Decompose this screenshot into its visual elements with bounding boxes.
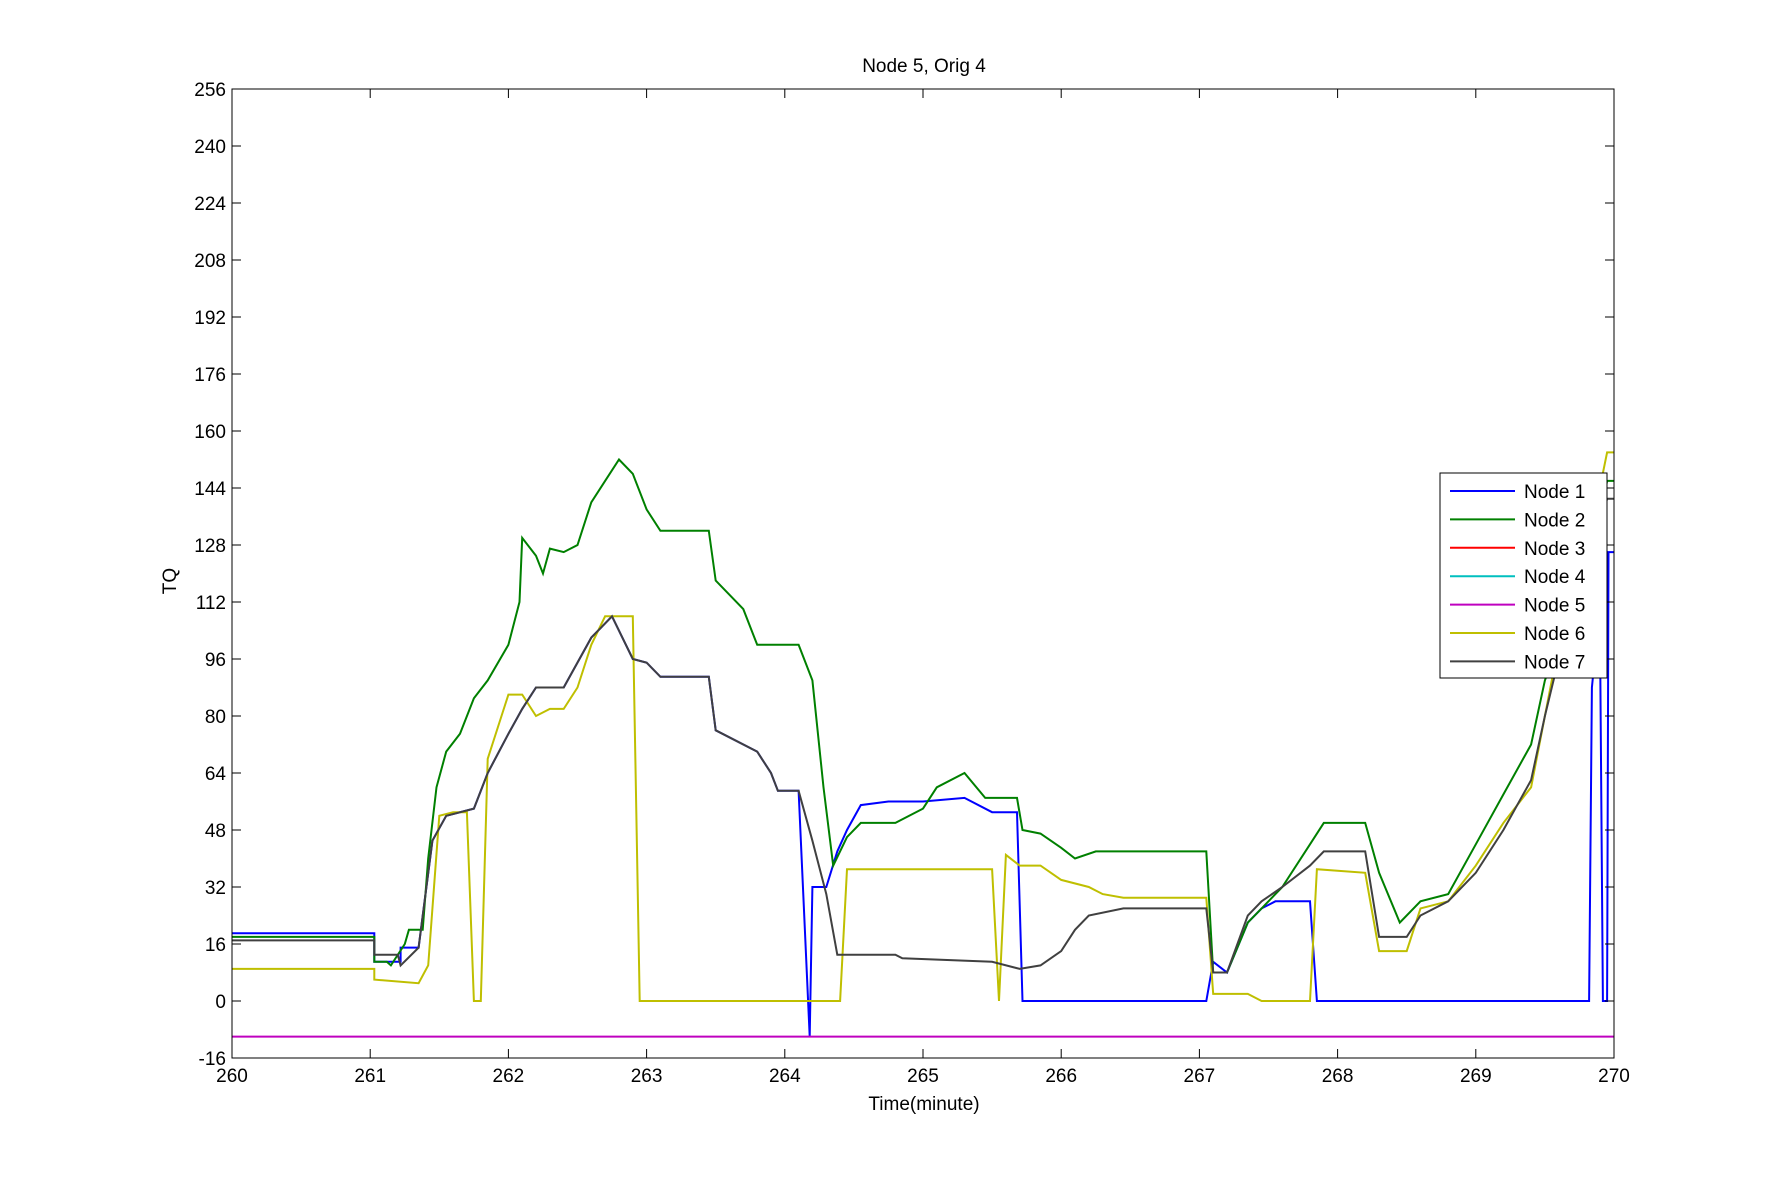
x-tick-label: 260 [216, 1066, 248, 1087]
y-tick-label: 0 [215, 992, 226, 1013]
chart-title: Node 5, Orig 4 [862, 56, 986, 77]
x-axis-label: Time(minute) [868, 1094, 979, 1115]
x-tick-label: 264 [769, 1066, 801, 1087]
y-tick-label: 96 [205, 650, 226, 671]
y-tick-label: 128 [194, 536, 226, 557]
y-axis-label: TQ [160, 568, 181, 594]
y-tick-label: 224 [194, 194, 226, 215]
y-tick-label: 192 [194, 308, 226, 329]
x-tick-label: 262 [493, 1066, 525, 1087]
y-tick-label: 80 [205, 707, 226, 728]
y-tick-label: 48 [205, 821, 226, 842]
x-tick-label: 267 [1184, 1066, 1216, 1087]
series-line-node-7 [232, 497, 1614, 974]
legend-label-node-7: Node 7 [1524, 652, 1585, 673]
x-tick-label: 265 [907, 1066, 939, 1087]
x-tick-label: 270 [1598, 1066, 1630, 1087]
legend-label-node-2: Node 2 [1524, 510, 1585, 531]
legend-label-node-5: Node 5 [1524, 596, 1585, 617]
legend-label-node-3: Node 3 [1524, 539, 1585, 560]
y-tick-label: 176 [194, 365, 226, 386]
y-tick-label: -16 [199, 1049, 226, 1070]
y-tick-label: 112 [196, 593, 226, 614]
y-tick-label: 32 [205, 878, 226, 899]
legend-label-node-6: Node 6 [1524, 624, 1585, 645]
legend-label-node-1: Node 1 [1524, 482, 1585, 503]
y-tick-label: 64 [205, 764, 227, 785]
legend: Node 1 Node 2 Node 3 Node 4 Node 5 Node 6 Node… [1439, 472, 1608, 679]
x-tick-label: 263 [631, 1066, 663, 1087]
y-tick-label: 16 [205, 935, 226, 956]
y-tick-label: 160 [194, 422, 226, 443]
legend-label-node-4: Node 4 [1524, 567, 1586, 588]
y-tick-label: 208 [194, 251, 226, 272]
x-tick-label: 266 [1045, 1066, 1077, 1087]
x-tick-label: 269 [1460, 1066, 1492, 1087]
y-tick-label: 240 [194, 137, 226, 158]
series-line-node-2 [232, 457, 1614, 974]
x-tick-label: 261 [354, 1066, 386, 1087]
y-tick-label: 256 [194, 80, 226, 101]
y-tick-label: 144 [194, 479, 226, 500]
x-tick-label: 268 [1322, 1066, 1354, 1087]
